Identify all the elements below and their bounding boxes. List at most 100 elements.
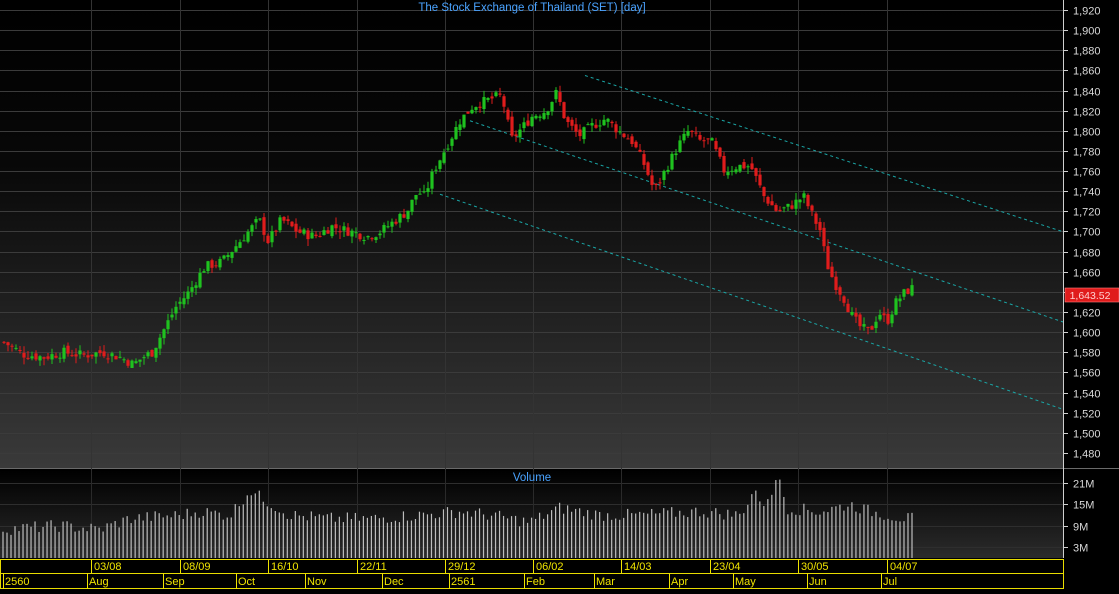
volume-bar xyxy=(478,508,481,558)
candle-body xyxy=(574,124,578,132)
volume-bar xyxy=(763,506,765,558)
price-axis-label: 1,840 xyxy=(1073,87,1101,99)
volume-bar xyxy=(615,518,617,558)
volume-bar xyxy=(254,493,256,558)
candle-body xyxy=(894,298,898,315)
volume-bar xyxy=(338,516,340,558)
candle-body xyxy=(466,111,470,114)
volume-bar xyxy=(522,517,525,558)
volume-bar xyxy=(122,517,124,558)
candle-body xyxy=(442,152,446,163)
candle-body xyxy=(174,306,178,314)
date-tick-label: 06/02 xyxy=(536,561,564,573)
volume-bar xyxy=(530,517,533,558)
candle-body xyxy=(74,354,78,357)
volume-bar xyxy=(138,514,140,558)
candle-body xyxy=(690,130,694,132)
volume-bar xyxy=(887,518,889,558)
volume-bar xyxy=(679,510,681,558)
volume-bar xyxy=(871,516,873,558)
volume-bar xyxy=(322,515,324,558)
volume-bars xyxy=(2,479,913,558)
candle-body xyxy=(546,111,550,116)
candle-body xyxy=(490,96,494,99)
candle-body xyxy=(594,124,598,128)
candle-body xyxy=(766,196,770,204)
volume-bar xyxy=(182,519,184,558)
candle-body xyxy=(198,272,202,288)
candle-body xyxy=(402,214,406,218)
month-tick-label: Mar xyxy=(596,576,615,588)
candle-body xyxy=(618,131,622,133)
volume-bar xyxy=(238,506,240,558)
volume-bar xyxy=(851,502,853,558)
candle-body xyxy=(498,93,502,95)
volume-bar xyxy=(314,516,316,558)
candle-body xyxy=(38,356,42,361)
price-axis-label: 1,860 xyxy=(1073,66,1101,78)
candle-body xyxy=(246,231,250,242)
volume-bar xyxy=(903,521,905,558)
volume-bar xyxy=(66,521,68,558)
candle-body xyxy=(686,131,690,136)
candle-body xyxy=(850,312,854,315)
volume-bar xyxy=(234,504,236,558)
candle-body xyxy=(674,153,678,156)
volume-bar xyxy=(278,512,280,558)
candle-body xyxy=(702,140,706,142)
volume-bar xyxy=(775,480,777,558)
price-axis-label: 1,780 xyxy=(1073,147,1101,159)
candle-body xyxy=(538,116,542,118)
date-tick-label: 16/10 xyxy=(271,561,299,573)
volume-bar xyxy=(202,515,204,558)
volume-bar xyxy=(82,527,84,558)
candle-body xyxy=(658,182,662,184)
volume-bar xyxy=(526,522,529,558)
candle-body xyxy=(814,213,818,224)
volume-bar xyxy=(418,511,421,558)
volume-bar xyxy=(542,518,545,558)
volume-bar xyxy=(62,521,64,558)
price-axis-label: 1,660 xyxy=(1073,268,1101,280)
volume-bar xyxy=(546,514,549,558)
volume-bar xyxy=(759,501,761,558)
candle-body xyxy=(906,288,910,294)
volume-bar xyxy=(595,510,597,558)
price-axis-label: 1,540 xyxy=(1073,389,1101,401)
volume-bar xyxy=(555,506,557,558)
candle-body xyxy=(854,312,858,317)
volume-bar xyxy=(823,511,825,558)
candle-body xyxy=(146,352,150,357)
last-price-label: 1,643.52 xyxy=(1070,290,1111,302)
candle-body xyxy=(602,119,606,126)
candle-body xyxy=(234,246,238,252)
candle-body xyxy=(434,169,438,171)
volume-bar xyxy=(134,519,136,558)
volume-bar xyxy=(362,516,364,558)
candle-body xyxy=(842,296,846,303)
volume-bar xyxy=(835,506,837,558)
candle-body xyxy=(718,147,722,157)
volume-bar xyxy=(895,520,897,558)
last-price-badge-bg xyxy=(1064,287,1119,303)
volume-bar xyxy=(691,509,693,558)
volume-bar xyxy=(575,508,577,558)
candle-body xyxy=(834,276,838,291)
volume-bar xyxy=(711,511,713,558)
candle-body xyxy=(630,136,634,145)
volume-bar xyxy=(518,526,521,558)
volume-bar xyxy=(214,510,216,558)
candle-body xyxy=(170,314,174,318)
candle-body xyxy=(822,227,826,247)
month-tick-label: Jun xyxy=(809,576,827,588)
volume-bar xyxy=(731,516,733,558)
candle-body xyxy=(226,255,230,258)
volume-bar xyxy=(226,517,228,558)
volume-bar xyxy=(470,516,473,558)
volume-bar xyxy=(422,512,425,558)
candle-body xyxy=(310,232,314,239)
candle-body xyxy=(598,125,602,127)
candle-body xyxy=(34,353,38,360)
candle-body xyxy=(178,301,182,304)
volume-bar xyxy=(326,514,328,558)
